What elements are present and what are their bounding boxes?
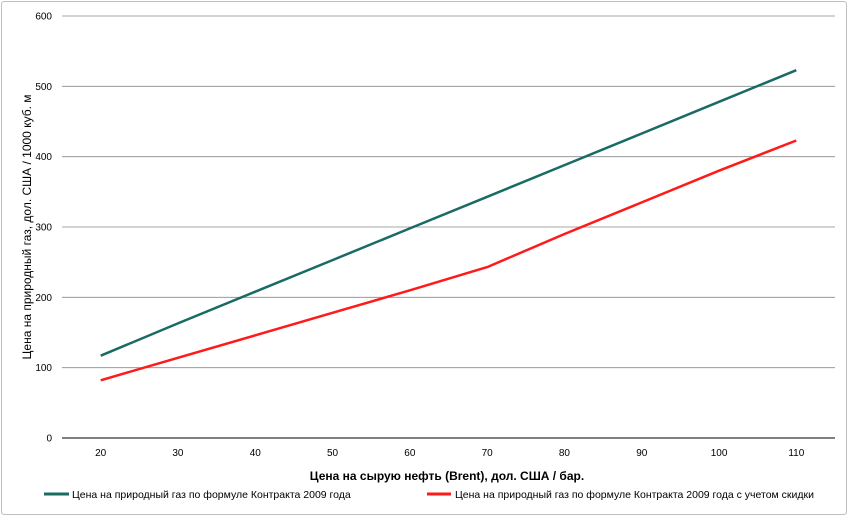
y-tick-label: 600 bbox=[35, 12, 52, 23]
legend: Цена на природный газ по формуле Контрак… bbox=[44, 489, 814, 501]
x-tick-label: 70 bbox=[482, 448, 494, 459]
y-tick-label: 300 bbox=[35, 223, 52, 234]
gridlines bbox=[62, 15, 835, 439]
x-tick-label: 50 bbox=[327, 448, 339, 459]
y-tick-label: 200 bbox=[35, 293, 52, 304]
x-tick-label: 80 bbox=[559, 448, 571, 459]
series-line-1 bbox=[100, 69, 797, 357]
y-tick-label: 500 bbox=[35, 82, 52, 93]
y-tick-label: 100 bbox=[35, 363, 52, 374]
x-tick-label: 30 bbox=[172, 448, 184, 459]
x-tick-label: 110 bbox=[788, 448, 804, 459]
y-tick-label: 400 bbox=[35, 152, 52, 163]
x-tick-label: 90 bbox=[636, 448, 648, 459]
legend-label-series-1: Цена на природный газ по формуле Контрак… bbox=[72, 489, 351, 501]
legend-label-series-2: Цена на природный газ по формуле Контрак… bbox=[455, 489, 814, 501]
x-axis-ticks: 20 30 40 50 60 70 80 90 100 110 bbox=[95, 448, 805, 459]
x-axis-title: Цена на сырую нефть (Brent), дол. США / … bbox=[310, 469, 584, 483]
x-tick-label: 40 bbox=[250, 448, 262, 459]
x-tick-label: 20 bbox=[95, 448, 107, 459]
series-lines bbox=[100, 69, 797, 382]
x-tick-label: 60 bbox=[404, 448, 416, 459]
y-axis-title: Цена на природный газ, дол. США / 1000 к… bbox=[20, 95, 34, 360]
series-line-2 bbox=[100, 139, 797, 382]
y-axis-ticks: 0 100 200 300 400 500 600 bbox=[35, 12, 52, 445]
x-tick-label: 100 bbox=[711, 448, 728, 459]
y-tick-label: 0 bbox=[46, 434, 52, 445]
